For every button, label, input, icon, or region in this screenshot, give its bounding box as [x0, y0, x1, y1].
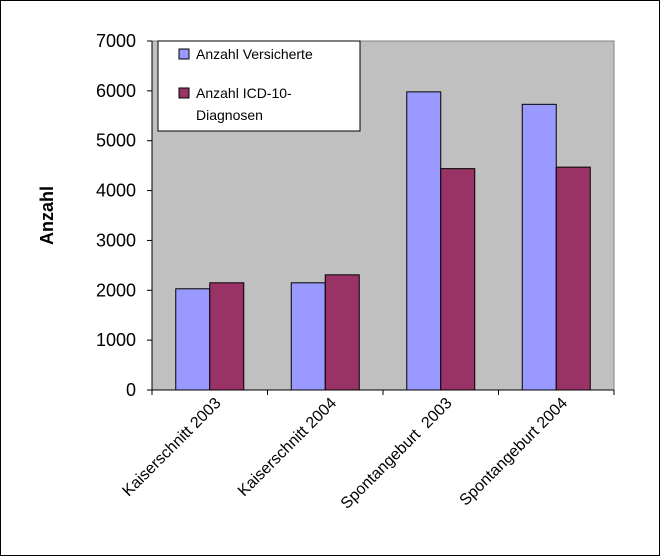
legend-label-2: Anzahl ICD-10-	[196, 85, 292, 101]
y-tick-label: 5000	[96, 131, 136, 151]
y-tick-label: 4000	[96, 181, 136, 201]
category-label: Kaiserschnitt 2004	[235, 395, 340, 500]
bar-2-3	[440, 168, 476, 391]
legend-swatch-1	[178, 48, 190, 60]
bar-1-1	[175, 288, 211, 391]
y-tick-label: 1000	[96, 330, 136, 350]
category-label: Spontangeburt 2003	[338, 395, 456, 513]
bar-1-2	[290, 282, 326, 391]
bar-1-4	[521, 103, 557, 391]
legend-label-2: Diagnosen	[196, 107, 263, 123]
bar-1-3	[406, 91, 442, 391]
y-tick-label: 7000	[96, 31, 136, 51]
y-axis-title: Anzahl	[37, 186, 57, 245]
legend-swatch-2	[178, 87, 190, 99]
legend-box	[157, 40, 361, 132]
bar-2-4	[555, 166, 591, 391]
y-tick-label: 3000	[96, 230, 136, 250]
y-tick-label: 2000	[96, 280, 136, 300]
y-tick-label: 6000	[96, 81, 136, 101]
bar-2-2	[324, 274, 360, 391]
bar-2-1	[209, 282, 245, 391]
category-label: Kaiserschnitt 2003	[119, 395, 224, 500]
y-tick-label: 0	[126, 380, 136, 400]
legend-label-1: Anzahl Versicherte	[196, 46, 313, 62]
category-label: Spontangeburt 2004	[457, 395, 572, 510]
